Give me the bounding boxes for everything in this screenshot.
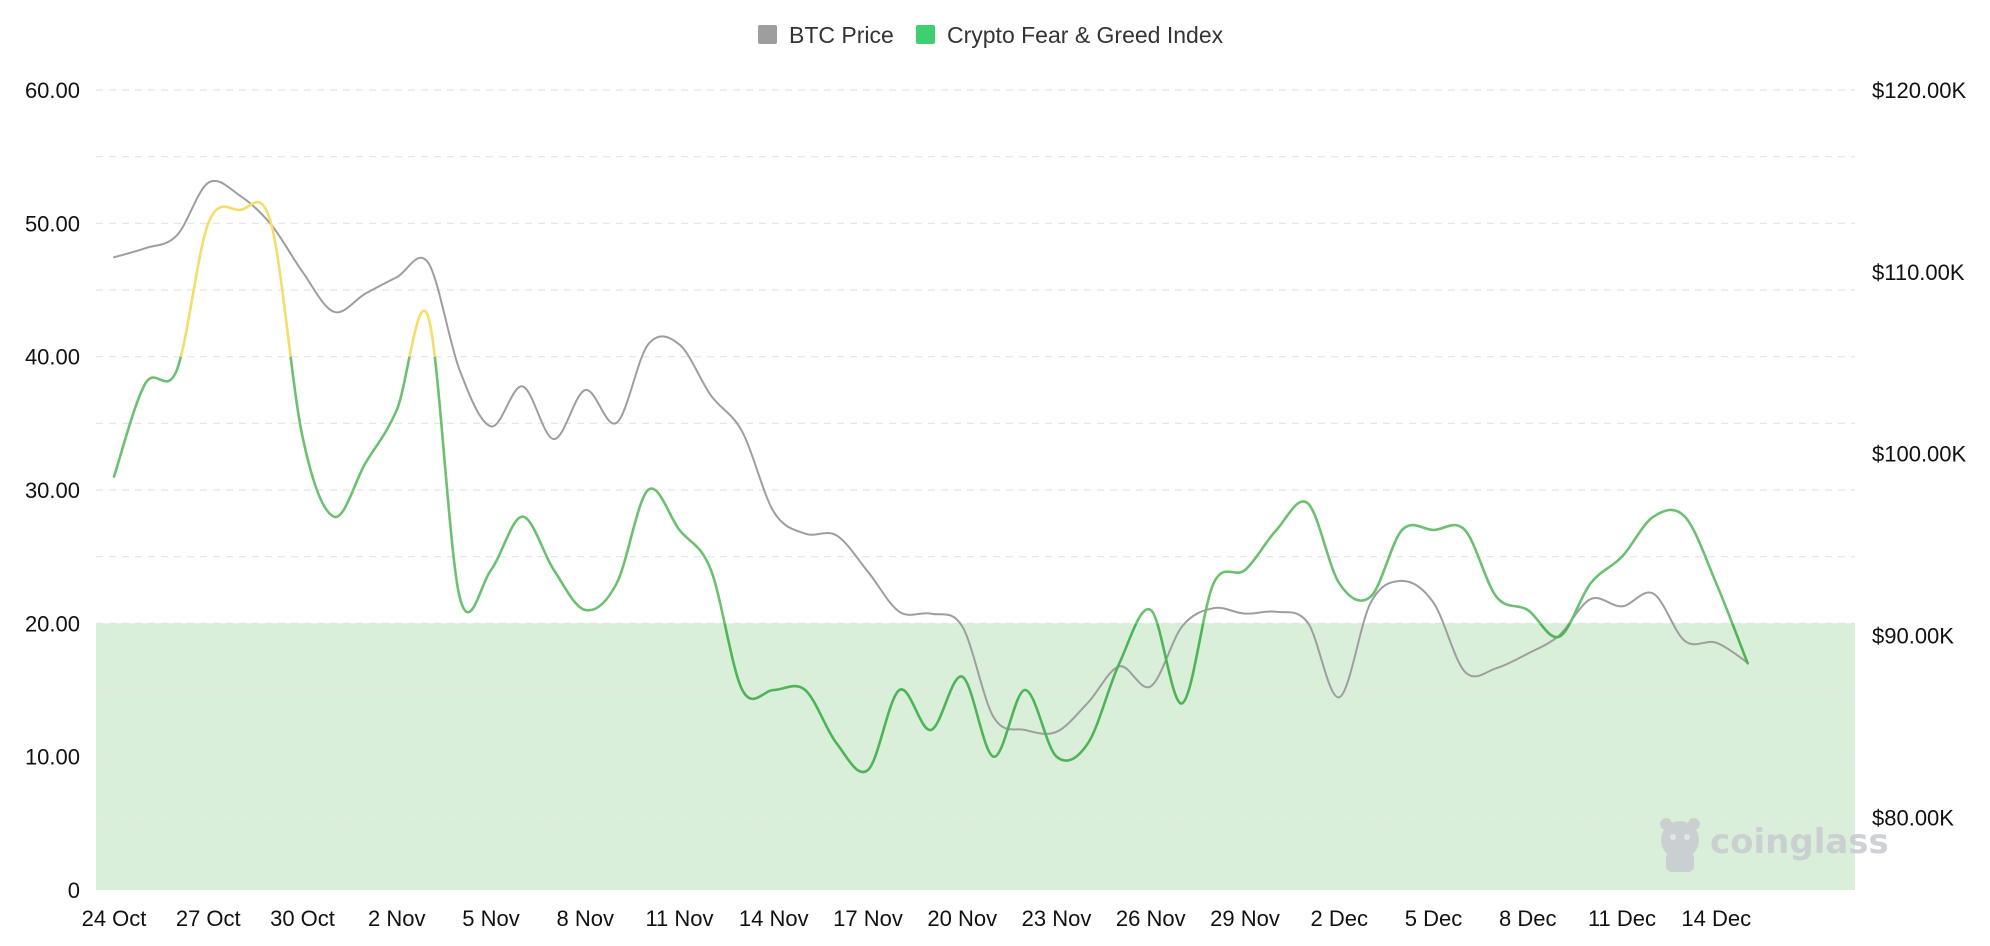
- x-tick-label: 5 Dec: [1405, 906, 1462, 931]
- series-line-btc-price: [113, 179, 1749, 735]
- series-line-fear-greed-extreme-fear: [723, 623, 1749, 774]
- y-left-tick-label: 0: [68, 878, 80, 903]
- x-tick-label: 26 Nov: [1116, 906, 1186, 931]
- y-right-tick-label: $90.00K: [1872, 623, 1954, 648]
- x-tick-label: 29 Nov: [1210, 906, 1280, 931]
- x-tick-label: 8 Dec: [1499, 906, 1556, 931]
- zone-layer: [96, 623, 1855, 890]
- y-right-tick-label: $100.00K: [1872, 442, 1967, 467]
- y-left-tick-label: 40.00: [25, 345, 80, 370]
- x-tick-label: 30 Oct: [270, 906, 335, 931]
- x-tick-label: 14 Dec: [1681, 906, 1751, 931]
- y-right-tick-label: $110.00K: [1872, 260, 1965, 285]
- zone-extreme-fear: [96, 623, 1855, 890]
- coinglass-logo-icon: [1660, 818, 1700, 872]
- x-tick-label: 17 Nov: [833, 906, 903, 931]
- legend-label-fear-greed-index: Crypto Fear & Greed Index: [947, 22, 1224, 48]
- series-layer: [112, 179, 1749, 774]
- legend: BTC Price Crypto Fear & Greed Index: [758, 22, 1224, 48]
- y-left-tick-label: 30.00: [25, 478, 80, 503]
- y-left-tick-label: 50.00: [25, 211, 80, 236]
- x-tick-label: 24 Oct: [82, 906, 147, 931]
- x-tick-label: 8 Nov: [557, 906, 614, 931]
- x-tick-label: 11 Dec: [1588, 906, 1656, 931]
- y-left-tick-label: 60.00: [25, 78, 80, 103]
- y-right-tick-label: $120.00K: [1872, 78, 1967, 103]
- y-left-tick-label: 20.00: [25, 611, 80, 636]
- legend-swatch-btc-price: [758, 25, 777, 44]
- x-tick-label: 20 Nov: [927, 906, 997, 931]
- series-line-fear-greed-fear: [112, 356, 1734, 624]
- x-tick-label: 27 Oct: [176, 906, 241, 931]
- y-left-tick-label: 10.00: [25, 745, 80, 770]
- axis-labels: 0 10.00 20.00 30.00 40.00 50.00 60.00 $80.00K $9…: [25, 78, 1967, 931]
- x-tick-label: 11 Nov: [645, 906, 713, 931]
- legend-swatch-fear-greed-index: [916, 25, 935, 44]
- watermark-text: coinglass: [1710, 822, 1889, 862]
- x-tick-label: 23 Nov: [1022, 906, 1092, 931]
- x-tick-label: 14 Nov: [739, 906, 809, 931]
- x-tick-label: 2 Dec: [1311, 906, 1368, 931]
- y-right-tick-label: $80.00K: [1872, 805, 1954, 830]
- x-tick-label: 2 Nov: [368, 906, 425, 931]
- x-tick-label: 5 Nov: [462, 906, 519, 931]
- watermark: coinglass: [1660, 818, 1889, 872]
- legend-label-btc-price: BTC Price: [789, 22, 894, 48]
- legend-item-fear-greed-index[interactable]: Crypto Fear & Greed Index: [916, 22, 1224, 48]
- legend-item-btc-price[interactable]: BTC Price: [758, 22, 894, 48]
